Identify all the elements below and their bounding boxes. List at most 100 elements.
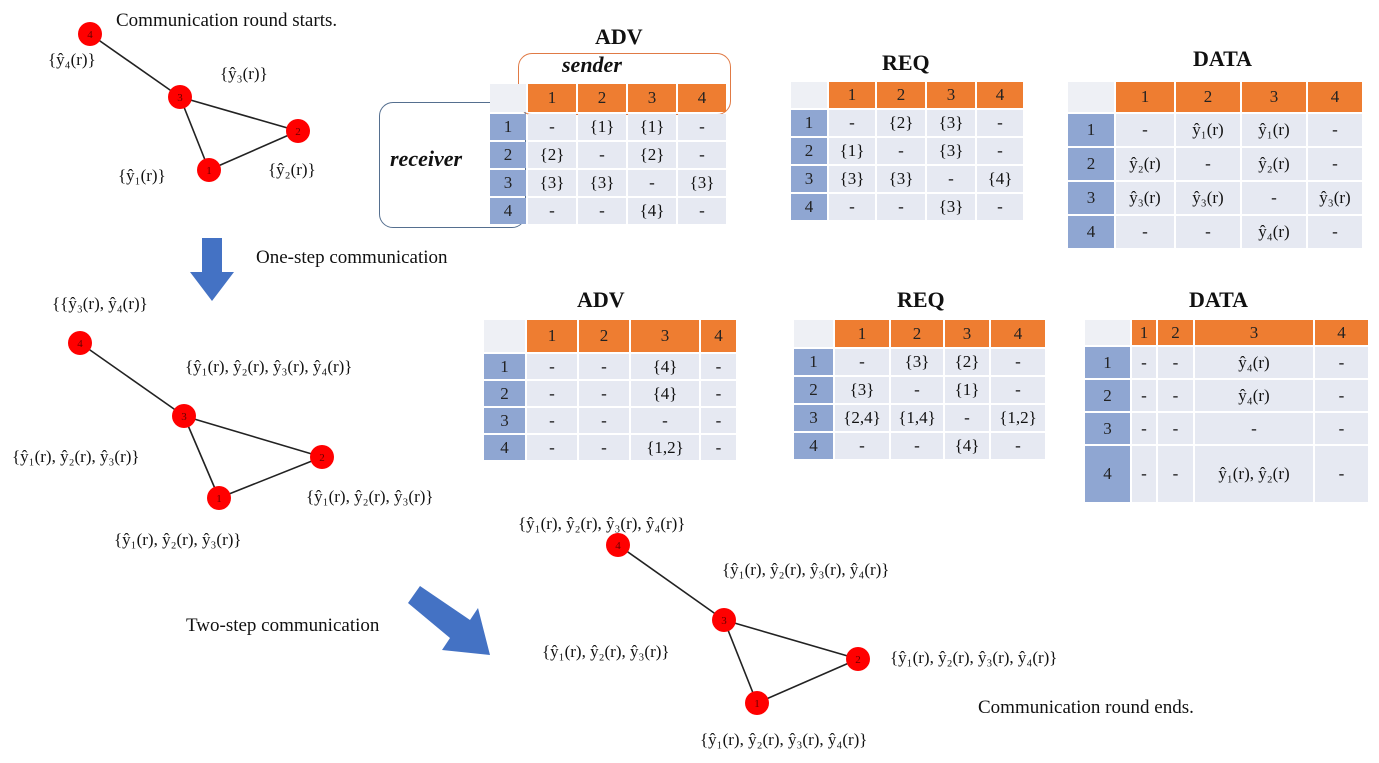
table-cell: - (1176, 148, 1240, 180)
table-row: 3 {2,4} {1,4} - {1,2} (794, 405, 1045, 431)
table-cell: - (579, 381, 629, 406)
table-cell: - (991, 349, 1045, 375)
g1-label-2: {ŷ₂(r)} (268, 160, 316, 179)
data2-title: DATA (1189, 287, 1249, 312)
diagonal-arrow-icon (408, 586, 490, 655)
sender-header: 4 (991, 320, 1045, 347)
corner-cell (1068, 82, 1114, 112)
table-cell: - (829, 110, 875, 136)
table-row: 4- - {4} - (490, 198, 726, 224)
g3-label-3-left: {ŷ₁(r), ŷ₂(r), ŷ₃(r)} (542, 642, 670, 661)
table-cell: {3} (927, 110, 975, 136)
table-cell: {3} (927, 138, 975, 164)
table-cell: {4} (945, 433, 989, 459)
g3-label-3: {ŷ₁(r), ŷ₂(r), ŷ₃(r), ŷ₄(r)} (722, 560, 890, 579)
g2-label-3: {ŷ₁(r), ŷ₂(r), ŷ₃(r), ŷ₄(r)} (185, 357, 353, 376)
g1-label-3: {ŷ₃(r)} (220, 64, 268, 83)
receiver-header: 4 (490, 198, 526, 224)
g2-label-2: {ŷ₁(r), ŷ₂(r), ŷ₃(r)} (306, 487, 434, 506)
table-cell: - (1176, 216, 1240, 248)
table-cell: - (528, 114, 576, 140)
g2-label-4: {{ŷ₃(r), ŷ₄(r)} (52, 294, 148, 313)
table-cell: - (579, 435, 629, 460)
table-cell: - (1315, 446, 1368, 502)
receiver-header: 1 (1068, 114, 1114, 146)
table-cell: - (1315, 347, 1368, 378)
graph2-node-1-label: 1 (216, 493, 222, 505)
receiver-header: 1 (484, 354, 525, 379)
adv2-table: 1 2 3 4 1- - {4} -2- - {4} -3- - - -4- - {1,2} - (482, 318, 738, 462)
table-row: 1- {1} {1} - (490, 114, 726, 140)
table-cell: {3} (678, 170, 726, 196)
table-row: 3---- (484, 408, 736, 433)
g1-label-4: {ŷ₄(r)} (48, 50, 96, 69)
table-cell: - (977, 110, 1023, 136)
table-cell: {3} (835, 377, 889, 403)
graph2-node-2-label: 2 (319, 452, 325, 464)
graph3-node-1-label: 1 (754, 698, 760, 710)
table-row: 1- - {4} - (484, 354, 736, 379)
sender-header: 4 (678, 84, 726, 112)
table-cell: - (1158, 446, 1193, 502)
table-cell: - (578, 142, 626, 168)
sender-header: 1 (829, 82, 875, 108)
table-row: 1- {2} {3} - (791, 110, 1023, 136)
sender-header: 3 (927, 82, 975, 108)
sender-header: 2 (1158, 320, 1193, 345)
table-row: 2 {2} - {2} - (490, 142, 726, 168)
table-cell: ŷ₄(r) (1195, 380, 1313, 411)
table-cell: {2} (945, 349, 989, 375)
table-cell: {4} (628, 198, 676, 224)
table-cell: - (991, 377, 1045, 403)
sender-header: 3 (631, 320, 699, 352)
adv1-table: 1 2 3 4 1- {1} {1} -2 {2} - {2} -3 {3} {3} - {3} 4- - {4} - (488, 82, 728, 226)
table-cell: {4} (977, 166, 1023, 192)
receiver-header: 2 (794, 377, 833, 403)
table-cell: - (527, 435, 577, 460)
table-cell: {1} (578, 114, 626, 140)
corner-cell (490, 84, 526, 112)
table-cell: {1} (628, 114, 676, 140)
table-cell: {1} (945, 377, 989, 403)
corner-cell (484, 320, 525, 352)
sender-header: 4 (1315, 320, 1368, 345)
table-cell: {3} (829, 166, 875, 192)
data1-title: DATA (1193, 46, 1253, 71)
table-row: 4- - ŷ₄(r) - (1068, 216, 1362, 248)
g3-label-2: {ŷ₁(r), ŷ₂(r), ŷ₃(r), ŷ₄(r)} (890, 648, 1058, 667)
table-cell: - (678, 114, 726, 140)
sender-header: 1 (528, 84, 576, 112)
receiver-header: 1 (490, 114, 526, 140)
caption-start: Communication round starts. (116, 10, 338, 31)
corner-cell (794, 320, 833, 347)
data1-table: 1 2 3 4 1- ŷ₁(r) ŷ₁(r) -2 ŷ₂(r) - ŷ₂(r) -3 ŷ₃(r) ŷ₃(r… (1066, 80, 1364, 250)
graph2-node-2 (310, 445, 334, 469)
table-cell: - (628, 170, 676, 196)
table-cell: {1,4} (891, 405, 943, 431)
table-cell: - (631, 408, 699, 433)
graph1-node-3-label: 3 (177, 92, 183, 104)
table-row: 2 ŷ₂(r) - ŷ₂(r) - (1068, 148, 1362, 180)
receiver-header: 2 (490, 142, 526, 168)
table-cell: ŷ₁(r), ŷ₂(r) (1195, 446, 1313, 502)
table-cell: - (1132, 446, 1156, 502)
receiver-header: 1 (1085, 347, 1130, 378)
receiver-header: 2 (1068, 148, 1114, 180)
table-cell: ŷ₃(r) (1176, 182, 1240, 214)
table-cell: - (1116, 114, 1174, 146)
req1-table: 1 2 3 4 1- {2} {3} -2 {1} - {3} -3 {3} {3} - {4} 4- - {3} - (789, 80, 1025, 222)
sender-header: 3 (1242, 82, 1306, 112)
table-cell: - (835, 433, 889, 459)
table-row: 3 {3} {3} - {3} (490, 170, 726, 196)
table-cell: {4} (631, 381, 699, 406)
req2-title: REQ (897, 287, 945, 312)
table-cell: - (527, 408, 577, 433)
sender-header: 4 (1308, 82, 1362, 112)
table-cell: {4} (631, 354, 699, 379)
table-cell: {1} (829, 138, 875, 164)
receiver-header: 4 (1085, 446, 1130, 502)
sender-header: 3 (628, 84, 676, 112)
table-cell: {3} (927, 194, 975, 220)
sender-header: 2 (579, 320, 629, 352)
receiver-header: 2 (791, 138, 827, 164)
